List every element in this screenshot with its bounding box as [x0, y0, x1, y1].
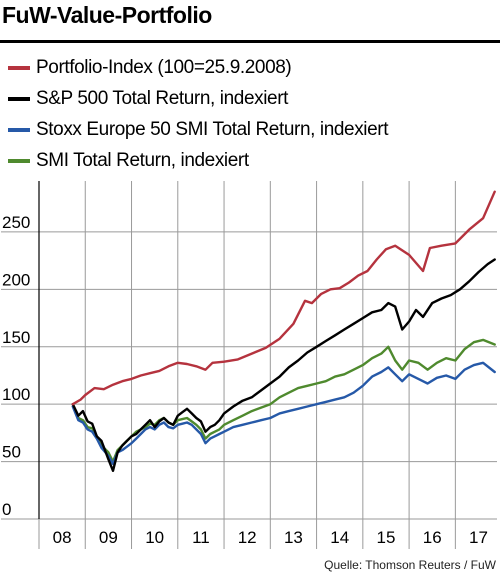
- x-tick-label: 10: [145, 528, 164, 547]
- x-tick-label: 13: [284, 528, 303, 547]
- legend-label-portfolio: Portfolio-Index (100=25.9.2008): [36, 56, 292, 78]
- y-tick-label: 250: [2, 213, 30, 232]
- y-tick-label: 100: [2, 385, 30, 404]
- x-tick-label: 14: [330, 528, 349, 547]
- source-note: Quelle: Thomson Reuters / FuW: [324, 558, 496, 572]
- x-tick-label: 11: [192, 528, 210, 547]
- legend-item-stoxx: Stoxx Europe 50 SMI Total Return, indexi…: [8, 114, 388, 145]
- legend-label-smi: SMI Total Return, indexiert: [36, 149, 249, 171]
- series-line-1: [71, 258, 496, 472]
- y-tick-label: 50: [2, 443, 21, 462]
- legend: Portfolio-Index (100=25.9.2008) S&P 500 …: [8, 52, 388, 176]
- x-tick-label: 08: [53, 528, 72, 547]
- x-tick-label: 17: [469, 528, 488, 547]
- legend-swatch-sp500: [8, 96, 30, 101]
- legend-item-sp500: S&P 500 Total Return, indexiert: [8, 83, 388, 114]
- y-tick-label: 150: [2, 328, 30, 347]
- title-rule: [0, 40, 500, 43]
- chart-title: FuW-Value-Portfolio: [2, 2, 212, 28]
- series-line-0: [71, 190, 496, 406]
- x-tick-label: 12: [238, 528, 257, 547]
- series-line-2: [71, 361, 496, 466]
- x-tick-label: 09: [99, 528, 118, 547]
- y-tick-label: 200: [2, 270, 30, 289]
- legend-label-stoxx: Stoxx Europe 50 SMI Total Return, indexi…: [36, 118, 389, 140]
- legend-label-sp500: S&P 500 Total Return, indexiert: [36, 87, 289, 109]
- legend-swatch-smi: [8, 158, 30, 163]
- x-tick-label: 16: [423, 528, 442, 547]
- legend-item-portfolio: Portfolio-Index (100=25.9.2008): [8, 52, 388, 83]
- legend-swatch-stoxx: [8, 127, 30, 132]
- y-tick-label: 0: [2, 500, 11, 519]
- series-line-3: [71, 338, 496, 463]
- legend-swatch-portfolio: [8, 65, 30, 70]
- legend-item-smi: SMI Total Return, indexiert: [8, 145, 388, 176]
- x-tick-label: 15: [377, 528, 396, 547]
